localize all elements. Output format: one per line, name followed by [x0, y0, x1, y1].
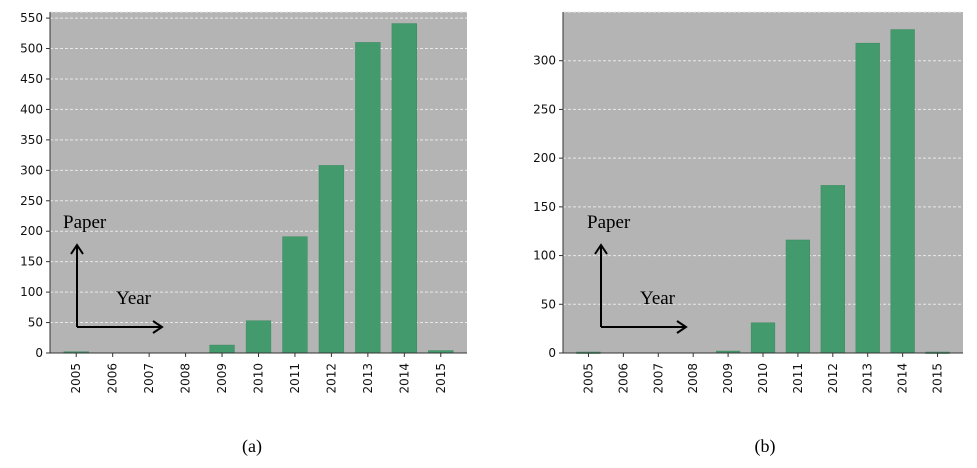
- x-tick-label-2012: 2012: [826, 363, 840, 394]
- y-tick-label-50: 50: [541, 297, 556, 311]
- paper-arrow-head: [70, 243, 84, 255]
- bar-2012: [318, 165, 345, 354]
- x-tick-label-2009: 2009: [721, 363, 735, 394]
- axis-annotation-b: Paper Year: [587, 212, 688, 334]
- y-tick-label-300: 300: [533, 54, 556, 68]
- bar-2010: [245, 320, 272, 354]
- bar-2011: [282, 236, 308, 354]
- bars-b: [576, 29, 950, 354]
- bar-2014: [890, 29, 915, 354]
- x-tick-label-2010: 2010: [252, 363, 266, 394]
- bar-2009: [209, 344, 235, 354]
- bar-2012: [820, 185, 845, 354]
- paper-arrow-label-a: Paper: [63, 212, 107, 233]
- x-tick-label-2008: 2008: [179, 363, 193, 394]
- x-tick-label-2013: 2013: [361, 363, 375, 394]
- y-tick-label-50: 50: [28, 316, 43, 330]
- x-tick-label-2011: 2011: [288, 363, 302, 394]
- year-arrow-label-b: Year: [640, 288, 676, 309]
- y-tick-label-550: 550: [20, 11, 43, 25]
- x-tick-label-2014: 2014: [896, 363, 910, 394]
- paper-arrow-label-b: Paper: [587, 212, 631, 233]
- x-tick-label-2014: 2014: [397, 363, 411, 394]
- y-tick-label-250: 250: [533, 102, 556, 116]
- panel-label-a: (a): [242, 436, 262, 457]
- y-tick-label-150: 150: [533, 200, 556, 214]
- y-tick-label-200: 200: [533, 151, 556, 165]
- x-tick-label-2006: 2006: [616, 363, 630, 394]
- axes-a: [46, 12, 467, 357]
- paper-arrow-head: [594, 243, 608, 255]
- x-tick-label-2006: 2006: [106, 363, 120, 394]
- bar-2013: [355, 42, 381, 354]
- bar-2013: [855, 42, 880, 354]
- x-tick-label-2007: 2007: [651, 363, 665, 394]
- y-tick-label-200: 200: [20, 224, 43, 238]
- bar-2014: [391, 23, 417, 354]
- x-tick-label-2012: 2012: [324, 363, 338, 394]
- x-tick-label-2005: 2005: [581, 363, 595, 394]
- y-tick-label-450: 450: [20, 72, 43, 86]
- y-tick-label-300: 300: [20, 163, 43, 177]
- panel-label-b: (b): [755, 436, 776, 457]
- x-tick-labels-a: 2005 2006 2007 2008 2009 2010 2011 2012 2013 2014…: [69, 363, 448, 394]
- x-tick-label-2010: 2010: [756, 363, 770, 394]
- y-tick-label-100: 100: [20, 285, 43, 299]
- x-tick-label-2015: 2015: [931, 363, 945, 394]
- year-arrow-head: [152, 320, 164, 334]
- year-arrow-label-a: Year: [116, 288, 152, 309]
- bars-a: [63, 23, 454, 354]
- x-tick-label-2005: 2005: [69, 363, 83, 394]
- bar-2010: [750, 322, 776, 354]
- y-tick-label-500: 500: [20, 42, 43, 56]
- x-tick-label-2015: 2015: [434, 363, 448, 394]
- x-tick-label-2007: 2007: [142, 363, 156, 394]
- y-tick-label-100: 100: [533, 249, 556, 263]
- gridlines-b: [563, 11, 963, 305]
- x-tick-label-2011: 2011: [791, 363, 805, 394]
- year-arrow-head: [676, 320, 688, 334]
- x-tick-labels-b: 2005 2006 2007 2008 2009 2010 2011 2012 2013 2014…: [581, 363, 944, 394]
- axis-annotation-a: Paper Year: [63, 212, 164, 334]
- y-tick-label-0: 0: [548, 346, 556, 360]
- y-tick-label-350: 350: [20, 133, 43, 147]
- bar-2011: [785, 239, 811, 354]
- y-tick-label-400: 400: [20, 102, 43, 116]
- y-tick-label-250: 250: [20, 194, 43, 208]
- x-tick-label-2008: 2008: [686, 363, 700, 394]
- x-tick-label-2009: 2009: [215, 363, 229, 394]
- y-tick-labels-a: 0 50 100 150 200 250 300 350 400 450 500 550: [20, 11, 43, 360]
- y-tick-label-0: 0: [35, 346, 43, 360]
- x-tick-label-2013: 2013: [861, 363, 875, 394]
- y-tick-label-150: 150: [20, 255, 43, 269]
- axes-b: [559, 12, 963, 357]
- y-tick-labels-b: 0 50 100 150 200 250 300: [533, 54, 556, 360]
